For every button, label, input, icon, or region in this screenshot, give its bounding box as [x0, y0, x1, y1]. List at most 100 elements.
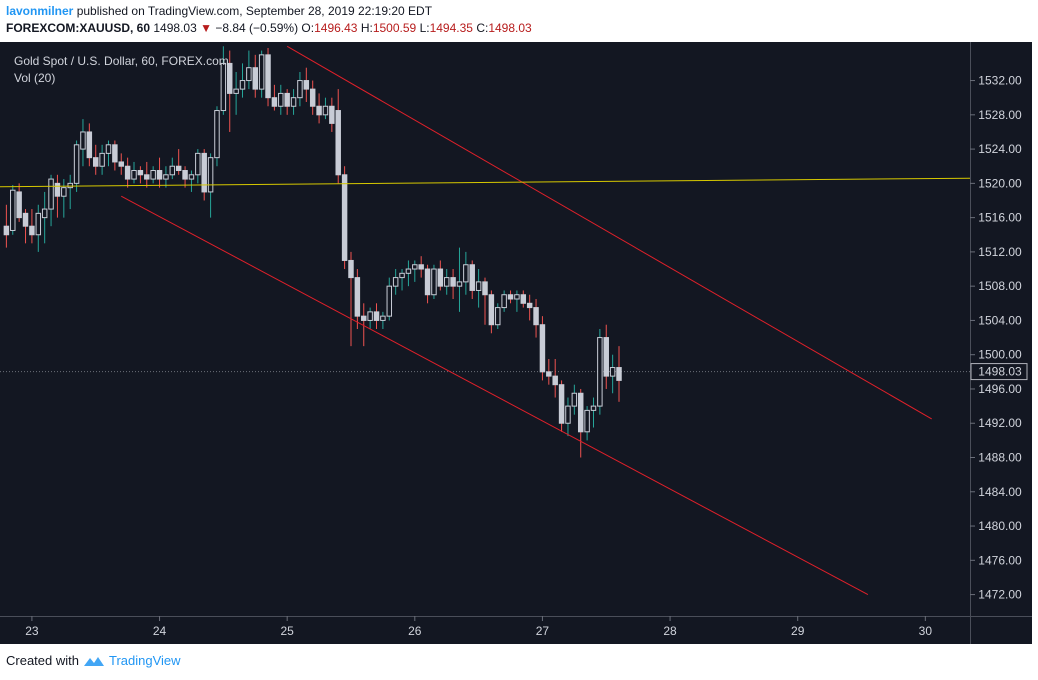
candle-body [482, 281, 488, 296]
candle-body [182, 170, 188, 180]
candle-body [48, 178, 54, 210]
candle-body [450, 277, 456, 287]
candle [443, 269, 450, 295]
candle-body [616, 367, 622, 381]
y-tick-label: 1480.00 [978, 519, 1022, 533]
candle [361, 303, 367, 347]
candle-body [131, 170, 137, 180]
candle-body [54, 182, 61, 197]
candle-body [469, 264, 475, 291]
candle-body [175, 165, 182, 172]
candle [431, 264, 437, 300]
candle [195, 149, 201, 184]
candle [450, 269, 456, 300]
volume-indicator-label: Vol (20) [14, 71, 55, 85]
candle [112, 140, 118, 171]
candle [354, 269, 361, 329]
candle [418, 256, 424, 278]
x-tick-label: 25 [280, 624, 294, 638]
candle [144, 161, 150, 188]
author-name[interactable]: lavonmilner [6, 4, 74, 18]
y-tick-label: 1508.00 [978, 279, 1022, 293]
created-with-text: Created with [6, 653, 79, 668]
candle [284, 89, 290, 115]
tradingview-logo-icon[interactable] [83, 655, 105, 667]
candle [309, 80, 316, 115]
y-tick-label: 1492.00 [978, 416, 1022, 430]
candle-body [507, 294, 514, 300]
candle-body [565, 405, 571, 424]
candle-body [367, 311, 373, 321]
x-tick-label: 26 [408, 624, 422, 638]
candle-body [207, 157, 214, 193]
candle-body [520, 294, 527, 304]
candle-body [577, 392, 584, 433]
candle [488, 290, 495, 334]
chart-background [0, 42, 1032, 644]
candle-body [112, 144, 118, 163]
candle-body [546, 371, 552, 377]
candle-body [399, 272, 405, 279]
candle [86, 123, 93, 167]
candle [73, 140, 80, 192]
candle [278, 84, 284, 115]
candle [392, 269, 399, 295]
candle-body [590, 405, 597, 411]
candle [341, 166, 348, 270]
candle [507, 290, 514, 304]
candle [35, 204, 42, 252]
candle-body [514, 294, 520, 300]
candle-body [252, 67, 258, 90]
candle-body [163, 174, 169, 180]
open-value: 1496.43 [314, 21, 358, 35]
price-chart[interactable]: 1472.00 1476.00 1480.00 1484.00 1488.00 1492.… [0, 42, 1032, 644]
candle [201, 149, 207, 201]
candle [227, 50, 233, 132]
candle [456, 247, 463, 312]
candle [329, 97, 335, 132]
last-price-label-box [970, 363, 1028, 381]
candle [10, 185, 16, 235]
time-axis-separator [0, 616, 1032, 617]
candle-body [539, 324, 546, 373]
candle [290, 89, 297, 115]
candle-body [341, 174, 348, 261]
candle-body [558, 384, 565, 424]
candle-body [488, 294, 495, 326]
candle [405, 260, 412, 287]
candle-body [348, 259, 354, 279]
candle [469, 260, 475, 300]
candle-body [16, 191, 22, 219]
candle-body [29, 225, 35, 236]
candle [67, 174, 73, 210]
candle [424, 264, 431, 304]
y-tick-label: 1476.00 [978, 553, 1022, 567]
candle-body [41, 208, 48, 219]
candle-body [322, 105, 329, 116]
candle [590, 397, 597, 428]
candle-body [373, 311, 380, 321]
candle-body [80, 131, 86, 150]
candle [156, 157, 163, 188]
candle-body [609, 367, 616, 377]
candle [316, 93, 322, 124]
candle-body [169, 165, 176, 176]
candle [80, 119, 86, 167]
candle [22, 209, 29, 244]
candle [48, 174, 54, 227]
candle-body [214, 110, 220, 159]
candle-body [571, 392, 578, 407]
candle-body [597, 337, 603, 407]
candle-body [99, 152, 105, 167]
candle-body [443, 277, 450, 287]
candle-body [118, 161, 124, 167]
close-value: 1498.03 [488, 21, 532, 35]
candle [297, 71, 303, 107]
candle-body [603, 337, 609, 377]
candle [124, 157, 131, 188]
candle-body [86, 131, 93, 159]
tradingview-brand[interactable]: TradingView [108, 653, 181, 668]
y-tick-label: 1500.00 [978, 348, 1022, 362]
candle [188, 170, 195, 192]
candle [603, 324, 609, 389]
